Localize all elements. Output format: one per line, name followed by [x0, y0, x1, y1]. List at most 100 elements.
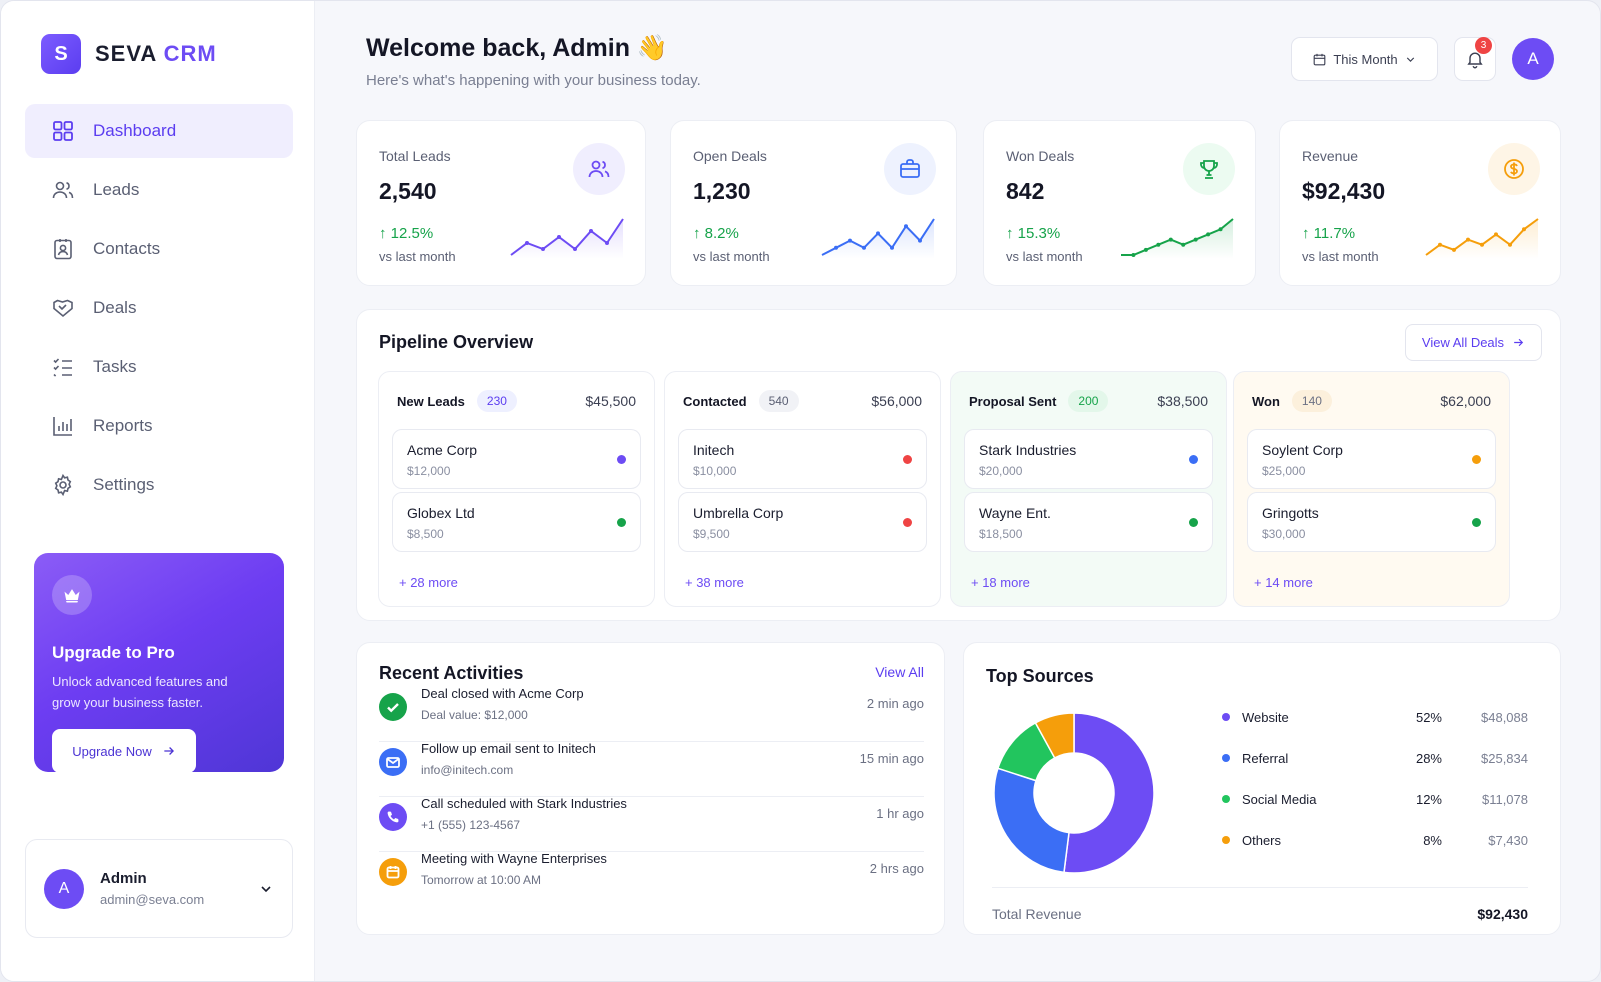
activity-time: 15 min ago — [859, 751, 924, 766]
kpi-change: ↑ 15.3% — [1006, 225, 1061, 242]
user-name: Admin — [100, 870, 147, 887]
activity-item[interactable]: Call scheduled with Stark Industries +1 (… — [379, 796, 924, 852]
gear-icon — [54, 473, 72, 497]
page-title-text: Welcome back, Admin — [366, 34, 630, 62]
deal-card[interactable]: Wayne Ent. $18,500 — [964, 492, 1213, 552]
brand-logo: S — [41, 34, 81, 74]
sidebar-item-contacts[interactable]: Contacts — [25, 222, 293, 276]
upgrade-promo-card: Upgrade to Pro Unlock advanced features … — [34, 553, 284, 773]
deal-card[interactable]: Umbrella Corp $9,500 — [678, 492, 927, 552]
deal-value: $18,500 — [979, 527, 1023, 541]
view-all-activities-link[interactable]: View All — [875, 664, 924, 680]
kpi-value: 1,230 — [693, 178, 751, 204]
kpi-comparison: vs last month — [1302, 249, 1379, 264]
total-revenue-row: Total Revenue $92,430 — [992, 887, 1528, 922]
contact-card-icon — [54, 239, 72, 260]
sparkline-area — [1426, 219, 1538, 259]
stage-header: Won 140 $62,000 — [1252, 390, 1491, 412]
chevron-down-icon[interactable] — [258, 881, 274, 897]
activity-item[interactable]: Follow up email sent to Initech info@init… — [379, 741, 924, 797]
deal-value: $9,500 — [693, 527, 730, 541]
activity-time: 1 hr ago — [876, 806, 924, 821]
sparkline-point — [1156, 242, 1161, 247]
briefcase-icon — [884, 143, 936, 195]
legend-percent: 52% — [1415, 709, 1442, 725]
grid-icon — [53, 121, 73, 141]
activity-time: 2 hrs ago — [869, 861, 924, 876]
sidebar-item-reports[interactable]: Reports — [25, 399, 293, 453]
user-email: admin@seva.com — [100, 892, 205, 907]
kpi-value: $92,430 — [1302, 178, 1386, 204]
stage-amount: $38,500 — [1157, 393, 1208, 409]
deal-card[interactable]: Soylent Corp $25,000 — [1247, 429, 1496, 489]
stage-count-badge: 140 — [1291, 390, 1332, 412]
view-all-deals-button[interactable]: View All Deals — [1405, 324, 1542, 361]
stage-more-link[interactable]: + 14 more — [1254, 575, 1313, 590]
deal-value: $30,000 — [1262, 527, 1306, 541]
activity-title: Call scheduled with Stark Industries — [421, 796, 627, 811]
notifications-button[interactable]: 3 — [1454, 37, 1496, 81]
legend-name: Others — [1242, 832, 1282, 848]
pipeline-stage: New Leads 230 $45,500 Acme Corp $12,000 Globe… — [378, 371, 655, 607]
deal-status-dot — [1189, 455, 1198, 464]
sparkline-line — [510, 218, 624, 256]
deal-card[interactable]: Gringotts $30,000 — [1247, 492, 1496, 552]
legend-item: Referral 28% $25,834 — [1222, 748, 1528, 768]
trophy-icon — [1183, 143, 1235, 195]
stage-more-link[interactable]: + 18 more — [971, 575, 1030, 590]
handshake-icon — [53, 299, 73, 318]
deal-name: Gringotts — [1262, 505, 1319, 521]
sidebar-item-deals[interactable]: Deals — [25, 281, 293, 335]
sidebar-item-settings[interactable]: Settings — [25, 458, 293, 512]
deal-value: $12,000 — [407, 464, 451, 478]
deal-name: Initech — [693, 442, 735, 458]
sidebar-item-leads[interactable]: Leads — [25, 163, 293, 217]
sidebar-item-label: Settings — [93, 475, 155, 494]
stage-more-link[interactable]: + 28 more — [399, 575, 458, 590]
donut-slice-referral[interactable] — [993, 767, 1070, 874]
brand-name-text: SEVA — [95, 41, 157, 66]
activity-text: Follow up email sent to Initech info@init… — [421, 741, 860, 777]
trend-sparkline — [510, 218, 624, 259]
kpi-label: Won Deals — [1006, 148, 1075, 164]
deal-card[interactable]: Stark Industries $20,000 — [964, 429, 1213, 489]
crown-icon — [52, 575, 92, 615]
upgrade-now-label: Upgrade Now — [72, 743, 152, 759]
deal-card[interactable]: Globex Ltd $8,500 — [392, 492, 641, 552]
upgrade-now-button[interactable]: Upgrade Now — [52, 729, 196, 773]
brand[interactable]: S SEVA CRM — [41, 34, 217, 74]
sparkline-point — [1168, 237, 1173, 242]
sidebar-item-label: Reports — [93, 416, 153, 435]
user-menu[interactable]: A Admin admin@seva.com — [25, 839, 293, 938]
activity-item[interactable]: Deal closed with Acme Corp Deal value: $1… — [379, 686, 924, 742]
sidebar-item-tasks[interactable]: Tasks — [25, 340, 293, 394]
notification-count-badge: 3 — [1475, 37, 1492, 54]
deal-name: Umbrella Corp — [693, 505, 784, 521]
donut-slice-website[interactable] — [1063, 712, 1155, 874]
legend-item: Website 52% $48,088 — [1222, 707, 1528, 727]
legend-name: Referral — [1242, 750, 1289, 766]
deal-card[interactable]: Acme Corp $12,000 — [392, 429, 641, 489]
stage-name: Contacted — [683, 393, 747, 409]
legend-item: Social Media 12% $11,078 — [1222, 789, 1528, 809]
deal-card[interactable]: Initech $10,000 — [678, 429, 927, 489]
period-select[interactable]: This Month — [1291, 37, 1438, 81]
sidebar-item-label: Tasks — [93, 357, 137, 376]
activity-text: Deal closed with Acme Corp Deal value: $1… — [421, 686, 867, 722]
total-revenue-label: Total Revenue — [992, 906, 1082, 922]
kpi-card-won-deals: Won Deals 842 ↑ 15.3% vs last month — [983, 120, 1256, 286]
checklist-icon — [53, 358, 72, 377]
sparkline-point — [862, 245, 866, 250]
sparkline-point — [918, 238, 922, 243]
kpi-value: 842 — [1006, 178, 1045, 204]
activity-item[interactable]: Meeting with Wayne Enterprises Tomorrow a… — [379, 851, 924, 907]
kpi-change: ↑ 11.7% — [1302, 225, 1356, 242]
donut-slice-others[interactable] — [1034, 712, 1075, 759]
sidebar-item-dashboard[interactable]: Dashboard — [25, 104, 293, 158]
stage-more-link[interactable]: + 38 more — [685, 575, 744, 590]
profile-avatar[interactable]: A — [1512, 38, 1554, 80]
legend-swatch — [1222, 754, 1230, 762]
sparkline-point — [1480, 242, 1484, 247]
sidebar-nav: Dashboard Leads Contacts Deals Tasks Rep… — [25, 104, 293, 517]
sparkline-point — [1131, 253, 1136, 257]
